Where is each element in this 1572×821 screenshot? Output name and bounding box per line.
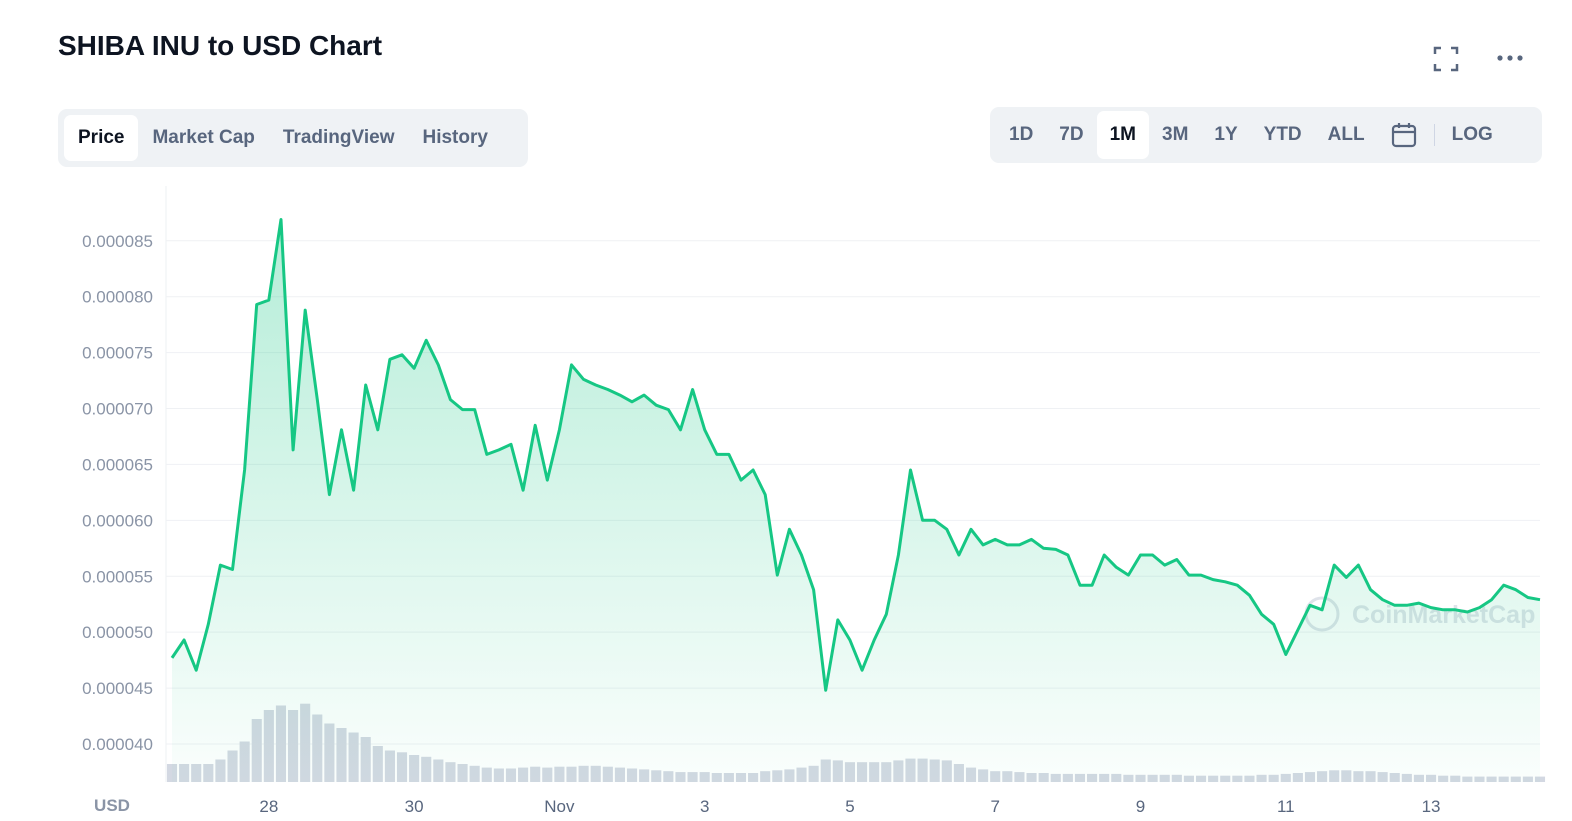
tab-button[interactable]: History bbox=[422, 127, 488, 148]
price-line bbox=[170, 218, 1541, 692]
y-tick-label: 0.000060 bbox=[82, 511, 153, 530]
calendar-icon bbox=[1391, 122, 1416, 148]
fullscreen-icon[interactable] bbox=[1430, 44, 1462, 74]
y-tick-label: 0.000075 bbox=[82, 344, 153, 363]
x-tick-label: 3 bbox=[700, 797, 709, 816]
range-button[interactable]: ALL bbox=[1327, 124, 1365, 145]
tab-group: Price Market Cap TradingView History bbox=[58, 109, 528, 167]
y-tick-label: 0.000070 bbox=[82, 400, 153, 419]
range-button[interactable]: YTD bbox=[1263, 124, 1302, 145]
x-tick-label: 30 bbox=[405, 797, 424, 816]
more-icon[interactable] bbox=[1494, 48, 1526, 68]
range-button[interactable]: 1M bbox=[1096, 111, 1149, 159]
y-tick-label: 0.000080 bbox=[82, 288, 153, 307]
x-tick-label: 5 bbox=[845, 797, 854, 816]
range-button[interactable]: 1D bbox=[1009, 124, 1034, 145]
x-tick-label: Nov bbox=[544, 797, 575, 816]
y-tick-label: 0.000045 bbox=[82, 679, 153, 698]
y-tick-label: 0.000040 bbox=[82, 735, 153, 754]
tab-button[interactable]: Price bbox=[64, 115, 139, 161]
range-button[interactable]: 3M bbox=[1162, 124, 1189, 145]
x-tick-label: 7 bbox=[990, 797, 999, 816]
log-button[interactable]: LOG bbox=[1451, 124, 1493, 145]
y-tick-label: 0.000085 bbox=[82, 232, 153, 251]
tab-button[interactable]: Market Cap bbox=[152, 127, 255, 148]
x-tick-label: 9 bbox=[1136, 797, 1145, 816]
separator bbox=[1433, 124, 1435, 146]
calendar-button[interactable] bbox=[1378, 111, 1430, 159]
range-group: 1D 7D 1M 3M 1Y YTD ALL LOG bbox=[990, 107, 1542, 163]
x-tick-label: 28 bbox=[259, 797, 278, 816]
x-tick-label: 13 bbox=[1422, 797, 1441, 816]
y-tick-label: 0.000065 bbox=[82, 455, 153, 474]
x-tick-label: 11 bbox=[1277, 797, 1295, 816]
chart-title: SHIBA INU to USD Chart bbox=[58, 30, 383, 61]
currency-label: USD bbox=[94, 796, 130, 815]
range-button[interactable]: 1Y bbox=[1214, 124, 1238, 145]
range-button[interactable]: 7D bbox=[1059, 124, 1084, 145]
price-area bbox=[172, 219, 1540, 782]
y-tick-label: 0.000050 bbox=[82, 623, 153, 642]
tab-button[interactable]: TradingView bbox=[282, 127, 395, 148]
y-tick-label: 0.000055 bbox=[82, 567, 153, 586]
